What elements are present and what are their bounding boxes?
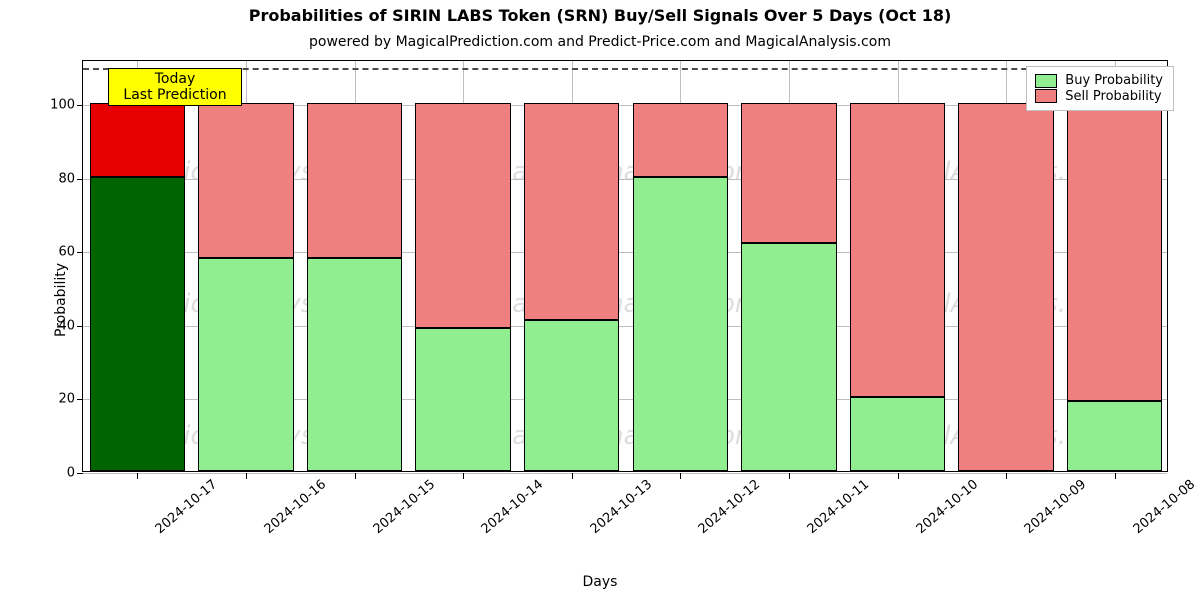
x-tick-mark bbox=[1006, 473, 1007, 479]
x-tick-mark bbox=[137, 473, 138, 479]
bar-buy bbox=[741, 243, 837, 471]
bar-group bbox=[633, 103, 729, 471]
bar-sell bbox=[307, 103, 403, 258]
x-tick-label: 2024-10-14 bbox=[479, 477, 547, 537]
x-tick-label: 2024-10-08 bbox=[1130, 477, 1198, 537]
x-tick-mark bbox=[1115, 473, 1116, 479]
annotation-line: Last Prediction bbox=[119, 87, 231, 103]
bar-sell bbox=[1067, 103, 1163, 401]
bar-sell bbox=[415, 103, 511, 327]
x-tick-label: 2024-10-15 bbox=[370, 477, 438, 537]
x-tick-label: 2024-10-10 bbox=[913, 477, 981, 537]
bar-buy bbox=[307, 258, 403, 471]
x-tick-mark bbox=[463, 473, 464, 479]
bar-sell bbox=[524, 103, 620, 320]
x-tick-label: 2024-10-13 bbox=[587, 477, 655, 537]
legend-label: Buy Probability bbox=[1065, 73, 1163, 89]
x-tick-label: 2024-10-17 bbox=[153, 477, 221, 537]
bar-group bbox=[307, 103, 403, 471]
bar-group bbox=[524, 103, 620, 471]
bar-sell bbox=[633, 103, 729, 177]
bars-layer bbox=[83, 61, 1167, 471]
x-tick-mark bbox=[355, 473, 356, 479]
y-tick-mark bbox=[77, 473, 83, 474]
chart-subtitle: powered by MagicalPrediction.com and Pre… bbox=[0, 34, 1200, 50]
bar-group bbox=[90, 103, 186, 471]
legend-item: Sell Probability bbox=[1035, 89, 1163, 105]
x-tick-label: 2024-10-09 bbox=[1022, 477, 1090, 537]
x-tick-mark bbox=[680, 473, 681, 479]
bar-buy bbox=[633, 177, 729, 471]
x-tick-label: 2024-10-16 bbox=[262, 477, 330, 537]
bar-group bbox=[1067, 103, 1163, 471]
legend-item: Buy Probability bbox=[1035, 73, 1163, 89]
chart-title: Probabilities of SIRIN LABS Token (SRN) … bbox=[0, 6, 1200, 25]
bar-sell bbox=[90, 103, 186, 177]
bar-group bbox=[741, 103, 837, 471]
bar-buy bbox=[524, 320, 620, 471]
legend-label: Sell Probability bbox=[1065, 89, 1161, 105]
x-tick-label: 2024-10-12 bbox=[696, 477, 764, 537]
x-tick-mark bbox=[572, 473, 573, 479]
legend: Buy ProbabilitySell Probability bbox=[1026, 66, 1174, 111]
bar-sell bbox=[850, 103, 946, 397]
bar-buy bbox=[850, 397, 946, 471]
x-tick-mark bbox=[246, 473, 247, 479]
x-tick-mark bbox=[789, 473, 790, 479]
today-annotation: TodayLast Prediction bbox=[108, 68, 242, 106]
bar-group bbox=[415, 103, 511, 471]
bar-group bbox=[850, 103, 946, 471]
legend-swatch bbox=[1035, 89, 1057, 103]
bar-buy bbox=[1067, 401, 1163, 471]
bar-buy bbox=[90, 177, 186, 471]
x-axis-label: Days bbox=[0, 574, 1200, 590]
chart-canvas: Probabilities of SIRIN LABS Token (SRN) … bbox=[0, 0, 1200, 600]
plot-area: MagicalAnalysis.comMagicalAnalysis.comMa… bbox=[82, 60, 1168, 472]
annotation-line: Today bbox=[119, 71, 231, 87]
bar-sell bbox=[958, 103, 1054, 471]
bar-buy bbox=[415, 328, 511, 471]
bar-sell bbox=[198, 103, 294, 258]
bar-group bbox=[958, 103, 1054, 471]
bar-group bbox=[198, 103, 294, 471]
bar-buy bbox=[198, 258, 294, 471]
x-tick-mark bbox=[898, 473, 899, 479]
legend-swatch bbox=[1035, 74, 1057, 88]
bar-sell bbox=[741, 103, 837, 243]
x-tick-label: 2024-10-11 bbox=[805, 477, 873, 537]
dashed-reference-line bbox=[83, 68, 1167, 70]
